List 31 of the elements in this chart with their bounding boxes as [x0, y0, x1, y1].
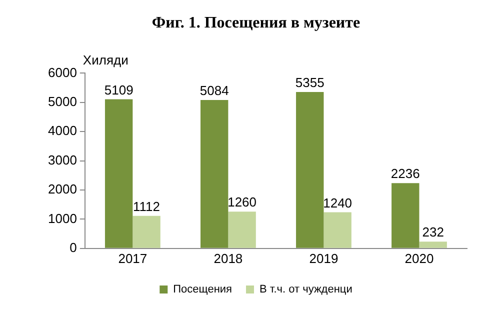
data-label: 1260: [228, 194, 257, 210]
y-tick-label: 6000: [48, 64, 77, 80]
y-tick-label: 2000: [48, 182, 77, 197]
chart-title: Фиг. 1. Посещения в музеите: [152, 14, 360, 32]
x-tick-label: 2020: [404, 250, 434, 266]
y-tick-label: 5000: [48, 94, 77, 109]
data-label: 5355: [295, 75, 324, 90]
x-tick-label: 2017: [118, 250, 148, 266]
data-label: 5109: [104, 82, 134, 98]
x-tick-label: 2018: [214, 250, 243, 266]
data-label: 1112: [133, 199, 160, 214]
legend-label: В т.ч. от чужденци: [260, 284, 352, 296]
x-tick-label: 2019: [309, 250, 338, 266]
bar: [419, 242, 447, 248]
y-axis-title: Хиляди: [82, 52, 128, 68]
bar: [132, 216, 160, 248]
bar: [392, 183, 420, 248]
y-tick-label: 0: [70, 240, 77, 255]
y-tick-label: 4000: [48, 123, 77, 138]
y-tick-label: 3000: [48, 152, 77, 168]
bar: [324, 212, 352, 248]
bar: [200, 100, 228, 248]
data-label: 5084: [200, 83, 229, 98]
data-label: 1240: [323, 195, 352, 210]
data-label: 2236: [390, 166, 420, 182]
data-label: 232: [422, 224, 444, 240]
y-tick-label: 1000: [48, 210, 77, 226]
bar: [296, 92, 324, 248]
bar: [104, 99, 133, 248]
legend-label: Посещения: [173, 284, 232, 296]
bar: [228, 212, 256, 248]
